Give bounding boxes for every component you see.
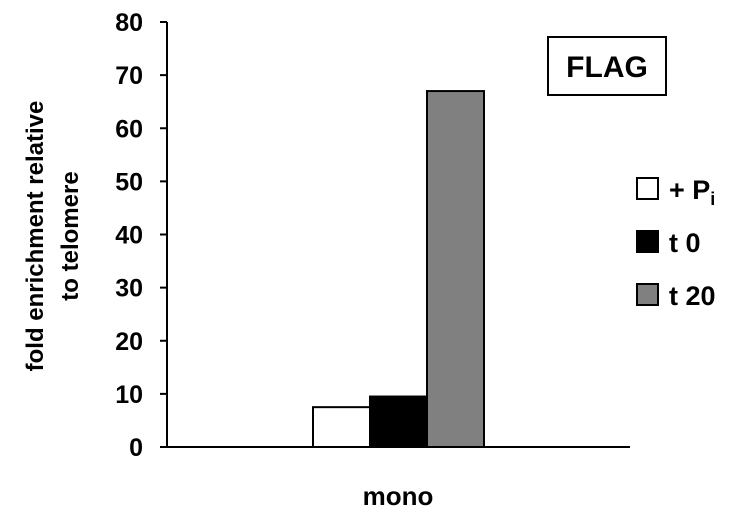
bar-t-0 [369, 395, 428, 448]
y-axis-ticks: 0 10 20 30 40 50 60 70 80 [115, 9, 167, 462]
legend-label: + Pi [669, 175, 715, 209]
x-axis-category-label: mono [363, 481, 434, 511]
legend-label-text: t 20 [669, 281, 716, 311]
flag-label: FLAG [566, 51, 648, 84]
bar-p [312, 406, 371, 448]
legend-label-text: t 0 [669, 228, 701, 258]
legend-label-subscript: i [710, 189, 715, 209]
flag-box [547, 36, 667, 96]
flag-annotation: FLAG [547, 36, 667, 96]
y-axis-title-line-2: to telomere [57, 171, 84, 300]
y-tick-label: 70 [115, 62, 143, 90]
y-tick-label: 10 [115, 381, 143, 409]
y-tick-label: 60 [115, 115, 143, 143]
legend-swatch [636, 177, 659, 200]
y-tick-label: 50 [115, 168, 143, 196]
legend: + Pi t 0 t 20 [636, 175, 716, 311]
y-tick-label: 30 [115, 275, 143, 303]
legend-label: t 0 [669, 228, 701, 258]
bars [312, 90, 485, 448]
y-tick-label: 80 [115, 9, 143, 37]
legend-swatch [636, 230, 659, 253]
legend-label: t 20 [669, 281, 716, 311]
y-axis-title-line-1: fold enrichment relative [22, 101, 49, 372]
y-tick-label: 20 [115, 328, 143, 356]
y-axis-title: fold enrichment relative to telomere [22, 101, 84, 372]
y-tick-label: 0 [129, 434, 143, 462]
y-tick-label: 40 [115, 222, 143, 250]
bar-t-20 [426, 90, 485, 448]
legend-swatch [636, 283, 659, 306]
legend-label-text: + P [669, 175, 710, 205]
